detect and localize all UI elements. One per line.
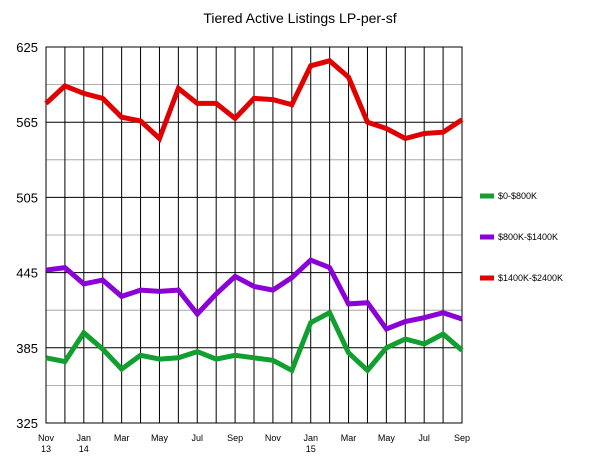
x-tick-label: Jan [303, 433, 318, 443]
x-tick-year-label: 14 [79, 444, 89, 454]
x-tick-label: Jul [192, 433, 204, 443]
y-tick-label: 565 [16, 115, 38, 130]
legend-label: $1400K-$2400K [498, 273, 563, 283]
x-tick-label: Mar [114, 433, 130, 443]
series-line-0-800k [45, 309, 464, 375]
y-tick-label: 505 [16, 190, 38, 205]
x-tick-label: Nov [38, 433, 55, 443]
series-line-1400k-2400k [44, 58, 464, 143]
y-tick-label: 445 [16, 266, 38, 281]
legend-label: $800K-$1400K [498, 232, 558, 242]
x-tick-label: Jul [418, 433, 430, 443]
y-tick-label: 625 [16, 40, 38, 55]
legend: $0-$800K $800K-$1400K $1400K-$2400K [480, 191, 563, 283]
plot-border [45, 46, 463, 424]
series-lines [44, 58, 464, 375]
y-axis-tick-labels: 325 385 445 505 565 625 [16, 40, 38, 431]
x-tick-label: Sep [227, 433, 243, 443]
y-tick-label: 325 [16, 416, 38, 431]
series-line-800k-1400k [45, 257, 463, 333]
plot-frame [45, 46, 463, 424]
x-tick-label: Mar [341, 433, 357, 443]
legend-label: $0-$800K [498, 191, 537, 201]
x-tick-label: Sep [454, 433, 470, 443]
chart-title: Tiered Active Listings LP-per-sf [203, 10, 396, 26]
x-tick-label: May [151, 433, 169, 443]
x-tick-year-label: 13 [41, 444, 51, 454]
x-tick-label: May [378, 433, 396, 443]
x-tick-year-label: 15 [306, 444, 316, 454]
x-tick-label: Nov [265, 433, 282, 443]
x-tick-label: Jan [77, 433, 92, 443]
y-tick-label: 385 [16, 341, 38, 356]
